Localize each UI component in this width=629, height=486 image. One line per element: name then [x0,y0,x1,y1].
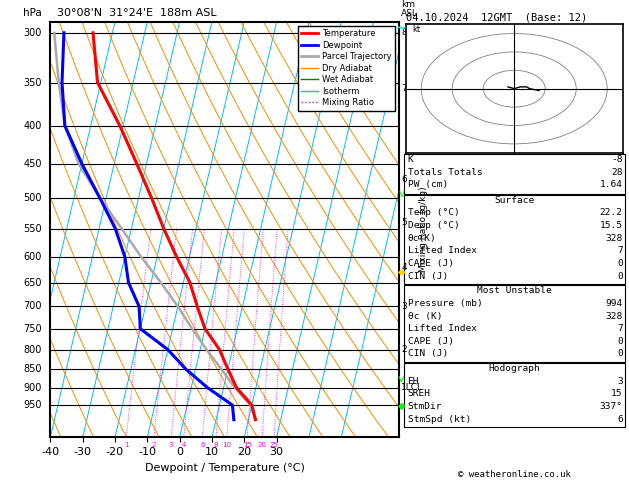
Text: CIN (J): CIN (J) [408,349,448,359]
Text: StmSpd (kt): StmSpd (kt) [408,415,471,424]
Text: 400: 400 [23,121,42,131]
Text: Dewp (°C): Dewp (°C) [408,221,459,230]
Text: 650: 650 [23,278,42,288]
Text: 15.5: 15.5 [599,221,623,230]
Text: 1.64: 1.64 [599,180,623,190]
Text: 28: 28 [611,168,623,177]
Text: 25: 25 [270,442,279,449]
Text: 2: 2 [152,442,156,449]
Text: θc(K): θc(K) [408,234,437,243]
Text: 8: 8 [214,442,218,449]
Text: Mixing Ratio (g/kg): Mixing Ratio (g/kg) [420,187,428,273]
Text: 0: 0 [617,337,623,346]
Text: 300: 300 [23,28,42,38]
Text: 15: 15 [611,389,623,399]
Text: 5: 5 [401,218,407,227]
Text: ◆: ◆ [398,401,405,411]
Text: 3: 3 [617,377,623,386]
Text: 2: 2 [401,345,407,354]
Text: hPa: hPa [23,8,42,17]
Text: v: v [398,374,404,384]
Text: 1LCL: 1LCL [401,383,423,392]
Text: 22.2: 22.2 [599,208,623,218]
Text: 15: 15 [243,442,252,449]
Text: 328: 328 [606,234,623,243]
Text: ◆: ◆ [398,267,405,277]
Text: km
ASL: km ASL [401,0,418,17]
Legend: Temperature, Dewpoint, Parcel Trajectory, Dry Adiabat, Wet Adiabat, Isotherm, Mi: Temperature, Dewpoint, Parcel Trajectory… [298,26,395,111]
Text: 550: 550 [23,224,42,234]
Text: K: K [408,155,413,164]
Text: 4: 4 [182,442,186,449]
Text: StmDir: StmDir [408,402,442,411]
Text: 6: 6 [401,174,407,184]
Text: kt: kt [412,25,420,34]
Text: 7: 7 [401,84,407,93]
Text: SREH: SREH [408,389,431,399]
Text: 3: 3 [169,442,174,449]
X-axis label: Dewpoint / Temperature (°C): Dewpoint / Temperature (°C) [145,463,305,473]
Text: ~: ~ [396,22,406,35]
Text: CIN (J): CIN (J) [408,272,448,281]
Text: CAPE (J): CAPE (J) [408,337,454,346]
Text: Lifted Index: Lifted Index [408,324,477,333]
Text: Surface: Surface [494,196,535,205]
Text: Lifted Index: Lifted Index [408,246,477,256]
Text: 750: 750 [23,324,42,334]
Text: Totals Totals: Totals Totals [408,168,482,177]
Text: 950: 950 [23,400,42,410]
Text: 7: 7 [617,324,623,333]
Text: 450: 450 [23,159,42,169]
Text: 6: 6 [617,415,623,424]
Text: 600: 600 [23,252,42,261]
Text: 6: 6 [200,442,204,449]
Text: 1: 1 [124,442,128,449]
Text: θc (K): θc (K) [408,312,442,321]
Text: 0: 0 [617,259,623,268]
Text: CAPE (J): CAPE (J) [408,259,454,268]
Text: 04.10.2024  12GMT  (Base: 12): 04.10.2024 12GMT (Base: 12) [406,12,587,22]
Text: 20: 20 [258,442,267,449]
Text: 500: 500 [23,193,42,203]
Text: 8: 8 [401,28,407,37]
Text: 700: 700 [23,301,42,312]
Text: Hodograph: Hodograph [489,364,540,373]
Text: 900: 900 [23,382,42,393]
Text: 800: 800 [23,345,42,355]
Text: 3: 3 [401,302,407,311]
Text: 337°: 337° [599,402,623,411]
Text: PW (cm): PW (cm) [408,180,448,190]
Text: 350: 350 [23,78,42,87]
Text: Most Unstable: Most Unstable [477,286,552,295]
Text: Temp (°C): Temp (°C) [408,208,459,218]
Text: v: v [398,190,404,199]
Text: 850: 850 [23,364,42,374]
Text: Pressure (mb): Pressure (mb) [408,299,482,308]
Text: -8: -8 [611,155,623,164]
Text: © weatheronline.co.uk: © weatheronline.co.uk [458,469,571,479]
Text: 994: 994 [606,299,623,308]
Text: 328: 328 [606,312,623,321]
Text: 10: 10 [222,442,231,449]
Text: 0: 0 [617,349,623,359]
Text: 30°08'N  31°24'E  188m ASL: 30°08'N 31°24'E 188m ASL [57,8,217,17]
Text: 0: 0 [617,272,623,281]
Text: 4: 4 [401,263,407,272]
Text: EH: EH [408,377,419,386]
Text: 7: 7 [617,246,623,256]
